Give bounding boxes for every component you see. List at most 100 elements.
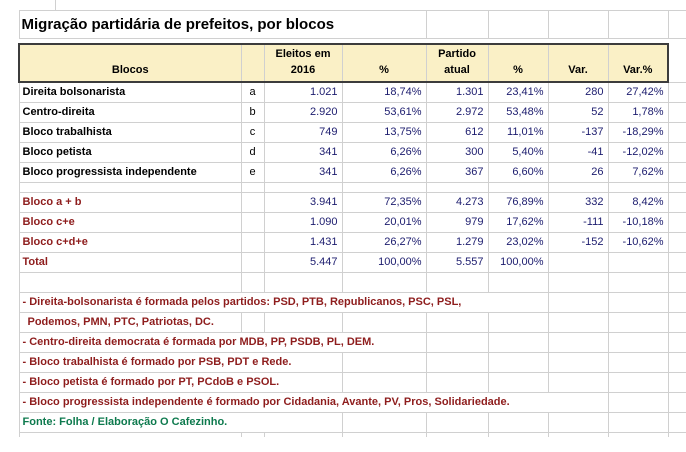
empty-cell[interactable] [342,432,427,437]
cell-key[interactable]: b [241,102,265,123]
cell-partido-atual[interactable]: 367 [426,162,489,183]
cell-var-pct[interactable] [608,252,669,273]
empty-cell[interactable] [488,182,549,193]
empty-cell[interactable] [608,272,669,293]
cell-eleitos-2016[interactable]: 1.090 [264,212,343,233]
col-header-eleitos-2016[interactable]: Eleitos em 2016 [264,43,343,83]
cell-var-pct[interactable]: -18,29% [608,122,669,143]
cell-var-pct[interactable]: -10,62% [608,232,669,253]
empty-cell[interactable] [668,372,686,393]
cell-partido-atual[interactable]: 2.972 [426,102,489,123]
cell-var[interactable]: 26 [548,162,609,183]
empty-cell[interactable] [608,372,669,393]
empty-cell[interactable] [668,212,686,233]
empty-cell[interactable] [668,232,686,253]
empty-cell[interactable] [342,352,427,373]
cell-var-pct[interactable]: 1,78% [608,102,669,123]
empty-cell[interactable] [342,182,427,193]
empty-cell[interactable] [548,432,609,437]
empty-cell[interactable] [426,272,489,293]
cell-partido-atual[interactable]: 979 [426,212,489,233]
empty-cell[interactable] [488,332,549,353]
cell-pct-atual[interactable]: 76,89% [488,192,549,213]
empty-cell[interactable] [548,312,609,333]
empty-cell[interactable] [488,312,549,333]
cell-eleitos-2016[interactable]: 2.920 [264,102,343,123]
empty-cell[interactable] [342,272,427,293]
cell-eleitos-2016[interactable]: 749 [264,122,343,143]
empty-cell[interactable] [668,412,686,433]
empty-cell[interactable] [342,312,427,333]
cell-pct-atual[interactable]: 100,00% [488,252,549,273]
cell-key[interactable]: c [241,122,265,143]
empty-cell[interactable] [608,412,669,433]
empty-cell[interactable] [608,332,669,353]
empty-cell[interactable] [548,272,609,293]
empty-cell[interactable] [668,82,686,103]
cell-partido-atual[interactable]: 5.557 [426,252,489,273]
col-header-key[interactable] [241,43,265,83]
cell-partido-atual[interactable]: 612 [426,122,489,143]
cell-partido-atual[interactable]: 1.301 [426,82,489,103]
cell-var[interactable]: -152 [548,232,609,253]
col-header-partido-atual[interactable]: Partido atual [426,43,489,83]
cell-pct-2016[interactable]: 20,01% [342,212,427,233]
cell-key[interactable]: a [241,82,265,103]
cell-var[interactable]: -111 [548,212,609,233]
empty-cell[interactable] [608,312,669,333]
empty-cell[interactable] [488,352,549,373]
empty-cell[interactable] [264,272,343,293]
empty-cell[interactable] [668,312,686,333]
cell-partido-atual[interactable]: 1.279 [426,232,489,253]
cell-pct-atual[interactable]: 11,01% [488,122,549,143]
footnote-text[interactable]: - Bloco petista é formado por PT, PCdoB … [18,372,343,393]
cell-pct-atual[interactable]: 5,40% [488,142,549,163]
col-header-blocos[interactable]: Blocos [18,43,242,83]
empty-cell[interactable] [548,332,609,353]
cell-var-pct[interactable]: -10,18% [608,212,669,233]
col-header-pct-2016[interactable]: % [342,43,427,83]
empty-cell[interactable] [18,182,242,193]
cell-label[interactable]: Bloco petista [18,142,242,163]
empty-cell[interactable] [426,432,489,437]
empty-cell[interactable] [668,272,686,293]
empty-cell[interactable] [608,392,669,413]
cell-var-pct[interactable]: -12,02% [608,142,669,163]
empty-cell[interactable] [608,182,669,193]
cell-pct-atual[interactable]: 23,02% [488,232,549,253]
empty-cell[interactable] [426,312,489,333]
empty-cell[interactable] [488,432,549,437]
cell-key[interactable]: e [241,162,265,183]
cell-key[interactable] [241,192,265,213]
footnote-text[interactable]: - Direita-bolsonarista é formada pelos p… [18,292,549,313]
empty-cell[interactable] [426,10,489,39]
cell-pct-2016[interactable]: 6,26% [342,142,427,163]
cell-eleitos-2016[interactable]: 341 [264,162,343,183]
empty-cell[interactable] [608,432,669,437]
cell-label[interactable]: Direita bolsonarista [18,82,242,103]
empty-cell[interactable] [241,312,265,333]
empty-cell[interactable] [548,10,609,39]
col-header-var[interactable]: Var. [548,43,609,83]
cell-pct-atual[interactable]: 53,48% [488,102,549,123]
empty-cell[interactable] [241,272,265,293]
empty-cell[interactable] [668,122,686,143]
empty-cell[interactable] [608,352,669,373]
empty-cell[interactable] [668,392,686,413]
cell-var-pct[interactable]: 7,62% [608,162,669,183]
empty-cell[interactable] [18,432,242,437]
empty-cell[interactable] [548,182,609,193]
empty-cell[interactable] [608,292,669,313]
cell-pct-2016[interactable]: 26,27% [342,232,427,253]
cell-pct-2016[interactable]: 6,26% [342,162,427,183]
cell-eleitos-2016[interactable]: 1.431 [264,232,343,253]
cell-key[interactable]: d [241,142,265,163]
empty-cell[interactable] [488,412,549,433]
empty-cell[interactable] [264,182,343,193]
empty-cell[interactable] [342,372,427,393]
cell-var-pct[interactable]: 8,42% [608,192,669,213]
cell-label[interactable]: Bloco trabalhista [18,122,242,143]
cell-label[interactable]: Bloco progressista independente [18,162,242,183]
cell-label[interactable]: Bloco a + b [18,192,242,213]
empty-cell[interactable] [668,182,686,193]
